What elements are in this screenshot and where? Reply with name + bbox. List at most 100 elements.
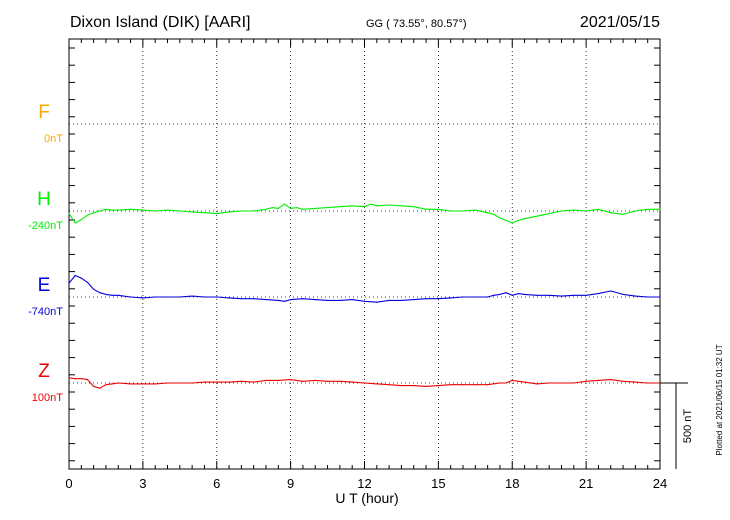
data-point-z	[437, 385, 439, 387]
data-point-h	[68, 213, 70, 215]
data-point-e	[86, 281, 89, 283]
data-point-e	[99, 292, 101, 294]
series-lines	[68, 203, 661, 389]
data-point-h	[105, 208, 107, 210]
data-point-z	[277, 379, 279, 381]
data-point-e	[647, 296, 649, 298]
data-point-z	[560, 382, 563, 384]
data-point-h	[327, 207, 329, 209]
data-point-z	[524, 381, 526, 383]
baseline-label-h: -240nT	[28, 220, 63, 232]
data-point-h	[560, 210, 563, 212]
data-point-z	[142, 383, 144, 385]
data-point-e	[68, 282, 70, 284]
data-point-z	[622, 380, 624, 382]
data-point-z	[130, 383, 132, 385]
axis-ticks	[68, 39, 661, 469]
data-point-e	[548, 294, 550, 296]
data-point-e	[524, 293, 526, 295]
data-point-e	[277, 299, 279, 301]
data-point-e	[80, 277, 82, 279]
data-point-z	[388, 384, 390, 386]
data-point-e	[487, 296, 489, 298]
data-point-z	[68, 377, 70, 379]
data-point-z	[314, 379, 316, 381]
data-point-e	[74, 274, 76, 277]
data-point-z	[80, 378, 82, 380]
x-tick-label: 6	[213, 476, 220, 491]
data-point-h	[130, 208, 132, 210]
data-point-h	[413, 206, 415, 208]
data-point-z	[216, 381, 218, 383]
data-point-e	[216, 296, 218, 298]
data-point-e	[283, 300, 286, 302]
x-tick-label: 12	[357, 476, 371, 491]
data-point-z	[610, 379, 612, 381]
data-point-h	[290, 207, 292, 209]
data-point-e	[560, 295, 563, 297]
data-point-z	[154, 383, 156, 385]
station-coordinates: GG ( 73.55°, 80.57°)	[366, 18, 467, 30]
data-point-z	[253, 381, 255, 383]
data-point-z	[499, 382, 501, 384]
data-point-z	[647, 382, 649, 384]
data-point-h	[474, 209, 476, 211]
data-point-h	[216, 213, 218, 215]
data-point-e	[622, 293, 624, 295]
scale-bar: 500 nT	[660, 382, 694, 469]
data-point-z	[376, 383, 378, 385]
baseline-label-z: 100nT	[32, 392, 63, 404]
data-point-z	[191, 382, 193, 384]
data-point-h	[388, 204, 390, 206]
data-point-z	[511, 379, 513, 381]
data-point-e	[154, 296, 156, 298]
data-point-h	[203, 212, 205, 214]
data-point-z	[265, 379, 267, 381]
data-point-z	[117, 382, 119, 384]
data-point-h	[536, 215, 538, 217]
data-point-e	[573, 294, 575, 296]
data-point-e	[142, 297, 144, 299]
data-point-h	[659, 208, 661, 210]
x-tick-label: 24	[653, 476, 667, 491]
data-point-e	[536, 294, 538, 296]
data-point-e	[351, 299, 353, 301]
data-point-h	[154, 210, 156, 212]
data-point-e	[474, 296, 476, 298]
data-point-h	[647, 208, 649, 210]
data-point-z	[413, 385, 415, 387]
data-point-e	[400, 299, 402, 301]
data-point-z	[462, 384, 464, 386]
data-point-h	[74, 222, 76, 224]
data-point-h	[253, 210, 255, 212]
data-point-e	[450, 297, 452, 299]
component-label-h: H	[37, 189, 51, 210]
data-point-z	[105, 384, 107, 386]
data-point-z	[74, 378, 76, 380]
data-point-e	[327, 299, 329, 301]
data-point-z	[585, 380, 587, 382]
data-point-h	[80, 219, 82, 221]
data-point-e	[179, 296, 181, 298]
grid	[69, 39, 660, 469]
data-point-z	[166, 382, 169, 384]
data-point-e	[339, 299, 341, 301]
plotted-timestamp: Plotted at 2021/06/15 01:32 UT	[715, 344, 724, 455]
data-point-h	[191, 211, 193, 213]
data-point-e	[166, 296, 169, 298]
data-point-e	[610, 290, 612, 292]
data-point-z	[505, 382, 507, 384]
data-point-e	[505, 292, 507, 294]
data-point-e	[363, 300, 366, 302]
x-tick-label: 21	[579, 476, 593, 491]
data-point-e	[240, 298, 242, 300]
component-labels: F 0nT H -240nT E -740nT Z 100nT	[28, 102, 63, 404]
data-point-h	[99, 210, 101, 212]
data-point-e	[302, 298, 304, 300]
data-point-e	[437, 298, 439, 300]
data-point-z	[634, 381, 637, 383]
data-point-z	[111, 383, 113, 385]
component-label-f: F	[38, 102, 50, 123]
data-point-z	[597, 379, 600, 381]
